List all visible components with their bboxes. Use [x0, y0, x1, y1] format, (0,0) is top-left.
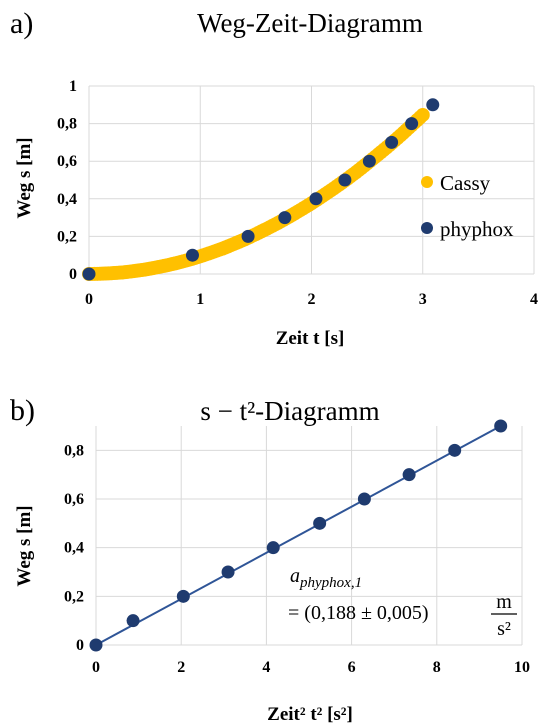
- annotation-subscript: phyphox,1: [299, 575, 362, 591]
- chart-a-x-tick-label: 4: [530, 291, 538, 308]
- chart-a-y-tick-label: 0,6: [57, 153, 77, 170]
- chart-a-x-tick-label: 2: [308, 291, 316, 308]
- phyphox-point-b: [266, 541, 280, 555]
- legend-cassy-marker: [421, 176, 433, 188]
- chart-b-x-tick-label: 10: [514, 659, 530, 676]
- chart-a-x-tick-label: 1: [196, 291, 204, 308]
- chart-b-x-tick-label: 8: [433, 659, 441, 676]
- phyphox-point-b: [402, 468, 416, 482]
- chart-a-y-tick-label: 0,8: [57, 116, 77, 133]
- phyphox-point: [362, 154, 376, 168]
- phyphox-point: [405, 117, 419, 131]
- panel-a-label: a): [10, 7, 33, 40]
- chart-b-title: s − t²-Diagramm: [200, 396, 379, 426]
- phyphox-point: [241, 229, 255, 243]
- legend-phyphox-label: phyphox: [440, 217, 514, 241]
- chart-b-x-tick-label: 0: [92, 659, 100, 676]
- chart-b-y-tick-label: 0,6: [64, 491, 84, 508]
- chart-b-y-tick-label: 0,2: [64, 588, 84, 605]
- chart-b-x-tick-label: 4: [262, 659, 270, 676]
- phyphox-point: [426, 98, 440, 112]
- chart-b-y-tick-label: 0: [76, 637, 84, 654]
- chart-a-y-tick-label: 0,4: [57, 191, 77, 208]
- chart-a-plot: 0 1 2 3 4 0 0,2 0,4 0,6 0,8 1 Cassy phyphox: [57, 78, 538, 308]
- phyphox-point-b: [89, 638, 103, 652]
- chart-b-xlabel: Zeit² t² [s²]: [267, 704, 353, 725]
- chart-a-xlabel: Zeit t [s]: [276, 328, 345, 349]
- phyphox-point: [82, 267, 96, 281]
- chart-a-ylabel: Weg s [m]: [14, 137, 35, 218]
- chart-a-title: Weg-Zeit-Diagramm: [197, 8, 423, 38]
- phyphox-point-b: [176, 589, 190, 603]
- phyphox-point-b: [448, 443, 462, 457]
- chart-b-x-tick-label: 2: [177, 659, 185, 676]
- phyphox-point: [309, 192, 323, 206]
- phyphox-point: [278, 211, 292, 225]
- phyphox-point-b: [357, 492, 371, 506]
- chart-a-x-tick-label: 0: [85, 291, 93, 308]
- chart-a-y-tick-label: 0,2: [57, 228, 77, 245]
- phyphox-point-b: [313, 516, 327, 530]
- phyphox-point: [185, 248, 199, 262]
- chart-a-y-tick-label: 0: [69, 266, 77, 283]
- chart-b-x-tick-label: 6: [348, 659, 356, 676]
- chart-b-y-tick-label: 0,4: [64, 540, 84, 557]
- chart-b-ylabel: Weg s [m]: [14, 505, 35, 586]
- phyphox-point-b: [221, 565, 235, 579]
- chart-b-y-tick-label: 0,8: [64, 442, 84, 459]
- phyphox-point: [385, 135, 399, 149]
- legend-cassy-label: Cassy: [440, 171, 491, 195]
- panel-b-label: b): [10, 394, 35, 427]
- annotation-value: = (0,188 ± 0,005): [288, 602, 429, 624]
- annotation-unit-denominator: s²: [497, 618, 511, 640]
- phyphox-point-b: [494, 419, 508, 433]
- chart-a-x-tick-label: 3: [419, 291, 427, 308]
- phyphox-point: [338, 173, 352, 187]
- chart-a-y-tick-label: 1: [69, 78, 77, 95]
- trendline: [95, 425, 502, 646]
- legend-phyphox-marker: [421, 222, 433, 234]
- phyphox-point-b: [126, 614, 140, 628]
- annotation-unit-numerator: m: [496, 591, 512, 613]
